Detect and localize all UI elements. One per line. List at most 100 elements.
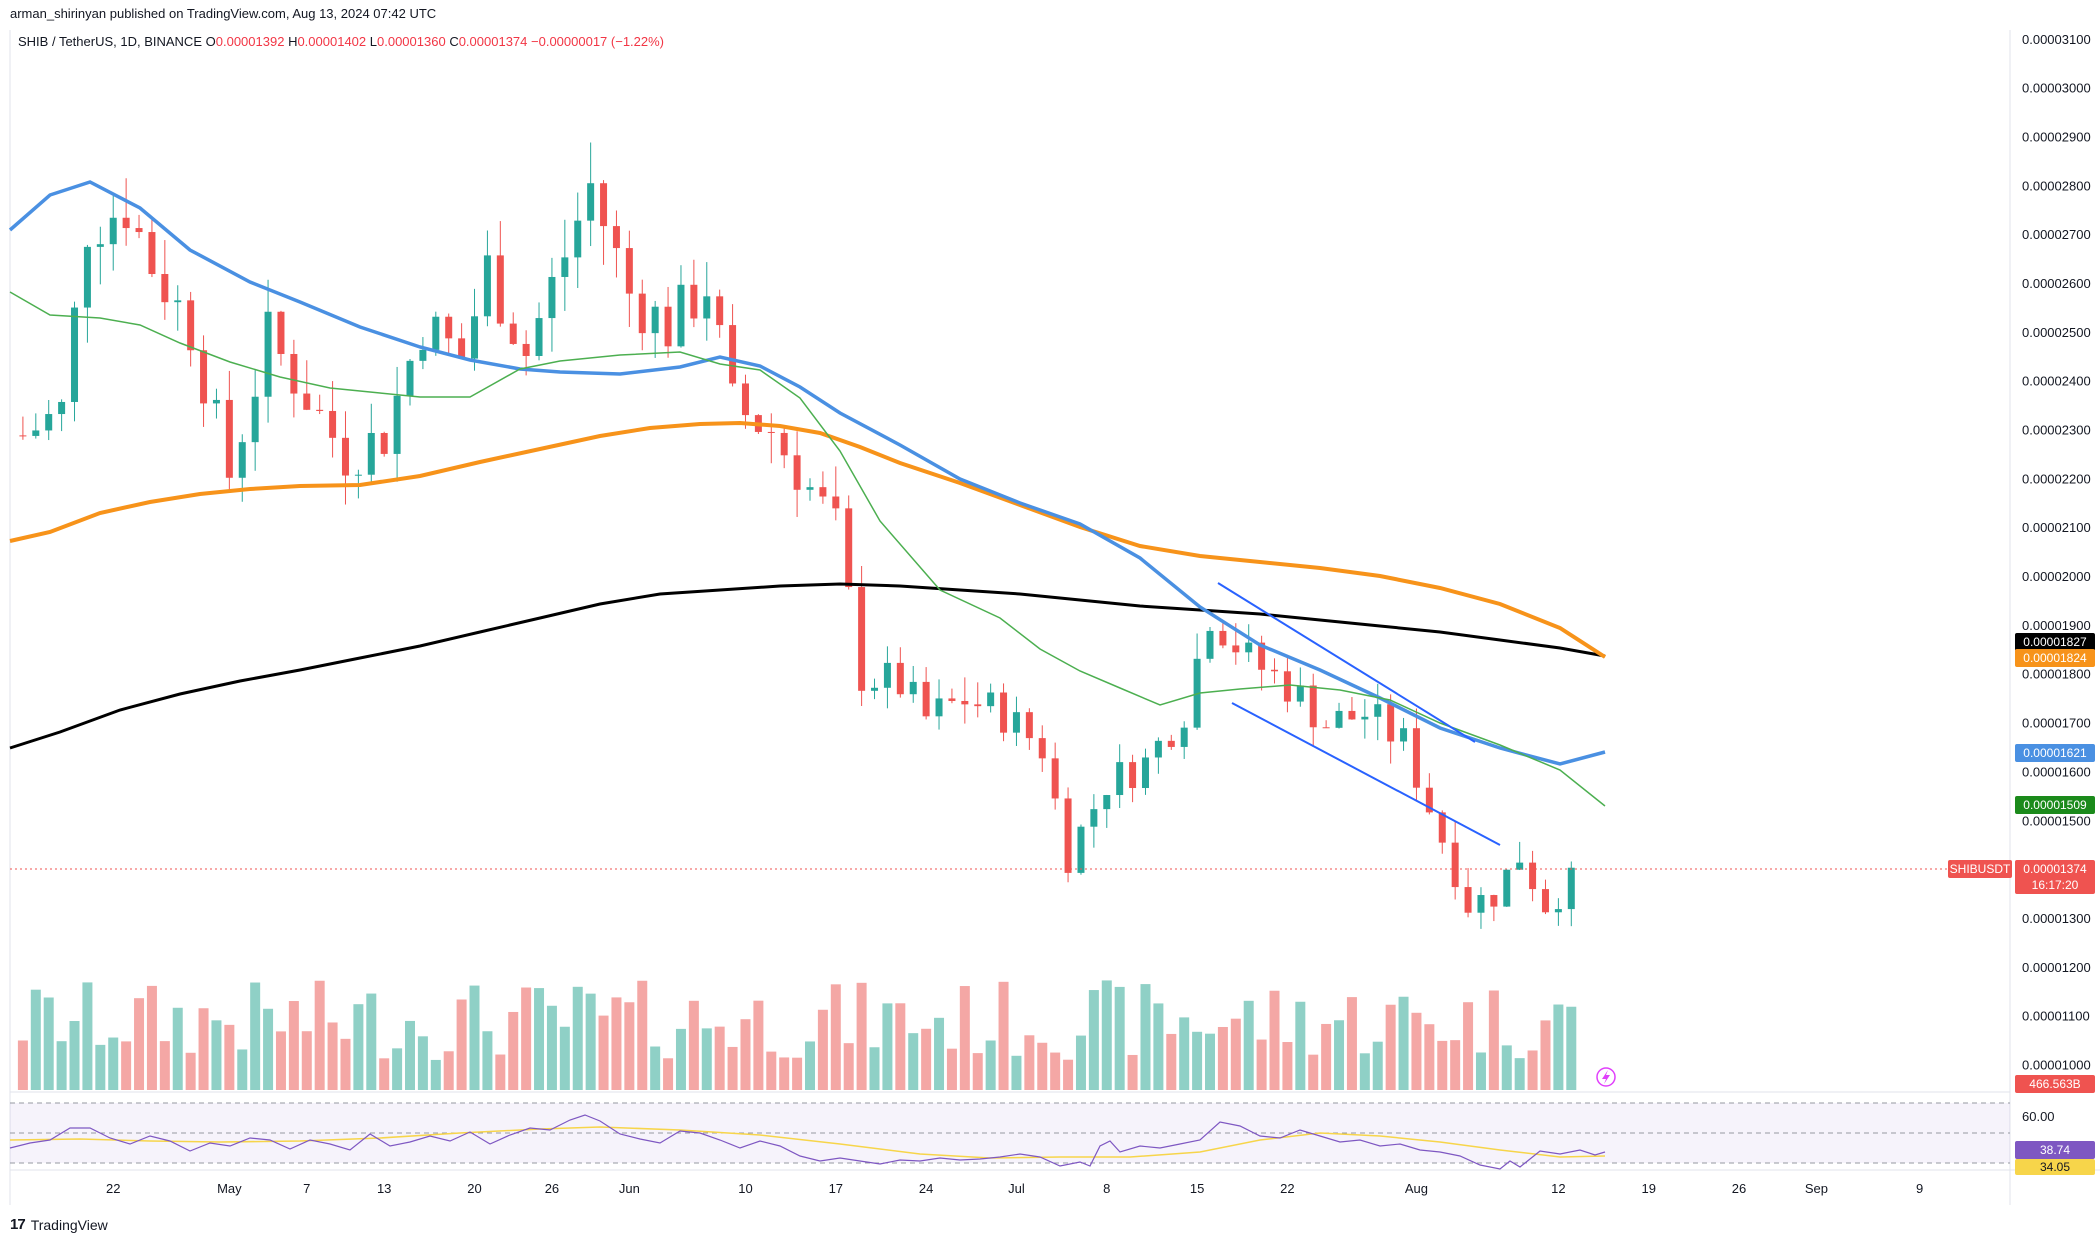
candle-body [509, 323, 517, 344]
candle [445, 313, 453, 354]
high-key: H [288, 34, 298, 49]
time-tick-label: 26 [1732, 1181, 1746, 1196]
volume-bar [172, 1007, 183, 1090]
symbol-title[interactable]: SHIB / TetherUS, 1D, BINANCE [18, 34, 202, 49]
volume-bar [959, 986, 970, 1090]
candle [716, 289, 724, 338]
volume-bar [559, 1026, 570, 1090]
time-tick-label: 8 [1103, 1181, 1110, 1196]
volume-bar [817, 1009, 828, 1090]
time-tick-label: Aug [1405, 1181, 1428, 1196]
candle [677, 265, 685, 348]
candle [1154, 737, 1162, 774]
price-tick-label: 0.00002300 [2022, 423, 2091, 438]
candle-body [1412, 728, 1420, 788]
candle-body [1425, 787, 1433, 813]
candle-body [1051, 758, 1059, 799]
candle [458, 323, 466, 359]
candle [45, 399, 53, 441]
candle [780, 425, 788, 469]
last-price-tag-text: 0.00001374 [2023, 862, 2087, 876]
candle-body [1245, 642, 1253, 653]
candle-body [716, 296, 724, 326]
candle [1141, 748, 1149, 795]
volume-bar [779, 1057, 790, 1090]
candle-body [1206, 630, 1214, 659]
volume-bar [882, 1003, 893, 1090]
candle [471, 288, 479, 371]
time-tick-label: Jul [1008, 1181, 1025, 1196]
volume-bar [69, 1021, 80, 1090]
volume-bar [1269, 990, 1280, 1090]
candle [1438, 810, 1446, 854]
volume-tag: 466.563B [2015, 1075, 2095, 1093]
candle-body [1516, 862, 1524, 870]
time-tick-label: 13 [377, 1181, 391, 1196]
volume-bar [1463, 1002, 1474, 1090]
price-tick-label: 0.00001800 [2022, 667, 2091, 682]
candle-body [1387, 704, 1395, 742]
candle [935, 679, 943, 730]
candle [548, 257, 556, 352]
candle-body [303, 393, 311, 410]
tradingview-logo[interactable]: 17 TradingView [10, 1216, 108, 1233]
volume-bar [650, 1046, 661, 1090]
candle-body [1271, 669, 1279, 672]
candle [651, 300, 659, 358]
volume-bar [237, 1049, 248, 1090]
candle [148, 218, 156, 278]
volume-bar [456, 999, 467, 1090]
ema-slow-tag: 0.00001824 [2015, 649, 2095, 667]
candle [96, 226, 104, 285]
volume-bars [17, 980, 1577, 1090]
volume-bar [340, 1038, 351, 1090]
volume-bar [469, 985, 480, 1090]
rsi-ma-tag-text: 34.05 [2040, 1160, 2070, 1174]
volume-bar [1514, 1058, 1525, 1090]
candle-body [600, 183, 608, 227]
volume-bar [1424, 1024, 1435, 1090]
candle-body [690, 284, 698, 319]
lightning-icon[interactable] [1596, 1067, 1616, 1087]
low-key: L [369, 34, 377, 49]
candle [909, 665, 917, 703]
candle-body [264, 311, 272, 397]
candle [187, 291, 195, 367]
candle [1477, 887, 1485, 929]
candle [1025, 708, 1033, 750]
volume-bar [327, 1022, 338, 1090]
candle [1012, 696, 1020, 746]
volume-bar [637, 980, 648, 1090]
volume-bar [546, 1005, 557, 1090]
volume-bar [1127, 1054, 1138, 1090]
candle-body [174, 300, 182, 303]
author-name[interactable]: arman_shirinyan [10, 6, 107, 21]
candle [587, 142, 595, 247]
candle [793, 431, 801, 517]
price-tick-label: 0.00002600 [2022, 276, 2091, 291]
candle-body [1400, 728, 1408, 742]
volume-bar [534, 988, 545, 1090]
candle [58, 399, 66, 432]
volume-bar [379, 1058, 390, 1090]
volume-bar [314, 980, 325, 1090]
candle [1503, 869, 1511, 907]
rsi-ma-line [9, 1126, 1606, 1159]
symbol-legend: SHIB / TetherUS, 1D, BINANCE O0.00001392… [18, 34, 664, 49]
price-tick-label: 0.00003000 [2022, 81, 2091, 96]
candle-body [341, 437, 349, 476]
ema-slow-line [9, 420, 1607, 659]
ema-mid-tag: 0.00001621 [2015, 744, 2095, 762]
volume-bar [392, 1048, 403, 1090]
published-header: arman_shirinyan published on TradingView… [10, 6, 436, 21]
candle [19, 416, 27, 440]
candle-body [393, 395, 401, 454]
candle-body [432, 316, 440, 350]
countdown-tag-text: 16:17:20 [2032, 878, 2079, 892]
candle-body [1503, 869, 1511, 907]
candle-body [367, 432, 375, 475]
time-tick-label: May [217, 1181, 242, 1196]
candle-body [587, 183, 595, 221]
volume-bar [95, 1044, 106, 1090]
